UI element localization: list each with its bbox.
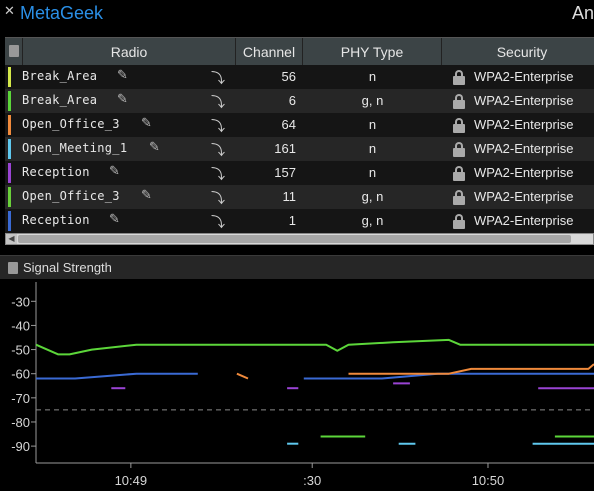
radio-color-swatch xyxy=(8,211,11,231)
table-row[interactable]: Break_Area ✎ ⤵ 56 n WPA2-Enterprise xyxy=(5,65,594,89)
arrow-icon[interactable]: ⤵ xyxy=(211,71,225,87)
phy-type-value: n xyxy=(368,117,377,132)
phy-type-value: g, n xyxy=(361,93,384,108)
table-row[interactable]: Break_Area ✎ ⤵ 6 g, n WPA2-Enterprise xyxy=(5,89,594,113)
lock-icon xyxy=(453,118,465,133)
right-title-fragment: An xyxy=(571,3,594,23)
pencil-icon[interactable]: ✎ xyxy=(109,164,120,179)
signal-strength-title: Signal Strength xyxy=(23,260,112,275)
arrow-icon[interactable]: ⤵ xyxy=(211,191,225,207)
pencil-icon[interactable]: ✎ xyxy=(117,92,128,107)
lock-icon xyxy=(453,94,465,109)
phy-type-value: n xyxy=(368,69,377,84)
y-tick-label: -50 xyxy=(11,343,30,358)
lock-icon xyxy=(453,214,465,229)
pencil-icon[interactable]: ✎ xyxy=(109,212,120,227)
y-tick-label: -30 xyxy=(11,294,30,309)
table-row[interactable]: Open_Office_3 ✎ ⤵ 64 n WPA2-Enterprise xyxy=(5,113,594,137)
pencil-icon[interactable]: ✎ xyxy=(141,116,152,131)
table-row[interactable]: Reception ✎ ⤵ 157 n WPA2-Enterprise xyxy=(5,161,594,185)
radio-name: Reception xyxy=(22,165,90,179)
signal-series-line xyxy=(348,363,594,375)
channel-value: 11 xyxy=(282,189,297,204)
lock-icon xyxy=(453,190,465,205)
channel-value: 6 xyxy=(288,93,296,108)
signal-strength-chart: -30 -40 -50 -60 -70 -80 -90 10:49 :30 10:50 xyxy=(0,280,594,491)
pencil-icon[interactable]: ✎ xyxy=(149,140,160,155)
y-tick-label: -70 xyxy=(11,391,30,406)
phy-type-value: n xyxy=(368,165,377,180)
table-menu-icon[interactable] xyxy=(5,38,23,66)
radio-color-swatch xyxy=(8,91,11,111)
x-tick-label: :30 xyxy=(303,473,321,488)
y-tick-label: -40 xyxy=(11,318,30,333)
y-tick-label: -80 xyxy=(11,415,30,430)
column-header-security[interactable]: Security xyxy=(496,44,548,60)
radio-name: Open_Office_3 xyxy=(22,189,120,203)
y-tick-label: -90 xyxy=(11,439,30,454)
phy-type-value: g, n xyxy=(361,189,384,204)
radio-name: Open_Meeting_1 xyxy=(22,141,128,155)
x-tick-label: 10:49 xyxy=(115,473,148,488)
arrow-icon[interactable]: ⤵ xyxy=(211,167,225,183)
channel-value: 1 xyxy=(288,213,296,228)
scroll-left-icon[interactable]: ◀ xyxy=(6,234,17,244)
channel-value: 161 xyxy=(274,141,296,156)
top-bar: ✕ MetaGeek An xyxy=(0,0,594,34)
pencil-icon[interactable]: ✎ xyxy=(141,188,152,203)
table-row[interactable]: Open_Office_3 ✎ ⤵ 11 g, n WPA2-Enterprise xyxy=(5,185,594,209)
signal-strength-header: Signal Strength xyxy=(0,255,594,279)
lock-icon xyxy=(453,142,465,157)
radio-color-swatch xyxy=(8,139,11,159)
scrollbar-thumb[interactable] xyxy=(18,235,571,243)
table-row[interactable]: Reception ✎ ⤵ 1 g, n WPA2-Enterprise xyxy=(5,209,594,233)
table-body: Break_Area ✎ ⤵ 56 n WPA2-Enterprise Break_Area… xyxy=(5,65,594,233)
signal-series-line xyxy=(35,338,594,356)
security-value: WPA2-Enterprise xyxy=(474,93,574,108)
column-header-phy-type[interactable]: PHY Type xyxy=(303,38,442,66)
security-value: WPA2-Enterprise xyxy=(474,189,574,204)
signal-series-line xyxy=(236,372,249,380)
signal-series-line xyxy=(303,372,594,380)
y-tick-label: -60 xyxy=(11,367,30,382)
signal-series-line xyxy=(36,372,198,380)
security-value: WPA2-Enterprise xyxy=(474,69,574,84)
radio-name: Reception xyxy=(22,213,90,227)
radio-name: Break_Area xyxy=(22,69,98,83)
radio-color-swatch xyxy=(8,115,11,135)
signal-strength-plot: -30 -40 -50 -60 -70 -80 -90 10:49 :30 10:50 xyxy=(11,282,594,488)
radio-color-swatch xyxy=(8,163,11,183)
arrow-icon[interactable]: ⤵ xyxy=(211,119,225,135)
phy-type-value: n xyxy=(368,141,377,156)
close-icon[interactable]: ✕ xyxy=(4,4,15,19)
table-row[interactable]: Open_Meeting_1 ✎ ⤵ 161 n WPA2-Enterprise xyxy=(5,137,594,161)
channel-value: 64 xyxy=(281,117,296,132)
column-header-radio[interactable]: Radio xyxy=(23,38,236,66)
radio-color-swatch xyxy=(8,67,11,87)
security-value: WPA2-Enterprise xyxy=(474,141,574,156)
lock-icon xyxy=(453,70,465,85)
security-value: WPA2-Enterprise xyxy=(474,165,574,180)
radio-name: Break_Area xyxy=(22,93,98,107)
lock-icon xyxy=(453,166,465,181)
panel-menu-icon[interactable] xyxy=(8,262,18,274)
security-value: WPA2-Enterprise xyxy=(474,213,574,228)
x-tick-label: 10:50 xyxy=(472,473,505,488)
arrow-icon[interactable]: ⤵ xyxy=(211,215,225,231)
column-header-channel[interactable]: Channel xyxy=(236,38,303,66)
channel-value: 56 xyxy=(281,69,296,84)
radio-color-swatch xyxy=(8,187,11,207)
arrow-icon[interactable]: ⤵ xyxy=(211,95,225,111)
radio-name: Open_Office_3 xyxy=(22,117,120,131)
pencil-icon[interactable]: ✎ xyxy=(117,68,128,83)
radio-table: Radio Channel PHY Type Security Break_Ar… xyxy=(5,37,594,233)
brand-title: MetaGeek xyxy=(20,3,104,23)
table-header: Radio Channel PHY Type Security xyxy=(5,37,594,66)
horizontal-scrollbar[interactable]: ◀ xyxy=(5,233,594,245)
channel-value: 157 xyxy=(274,165,296,180)
security-value: WPA2-Enterprise xyxy=(474,117,574,132)
arrow-icon[interactable]: ⤵ xyxy=(211,143,225,159)
phy-type-value: g, n xyxy=(361,213,384,228)
